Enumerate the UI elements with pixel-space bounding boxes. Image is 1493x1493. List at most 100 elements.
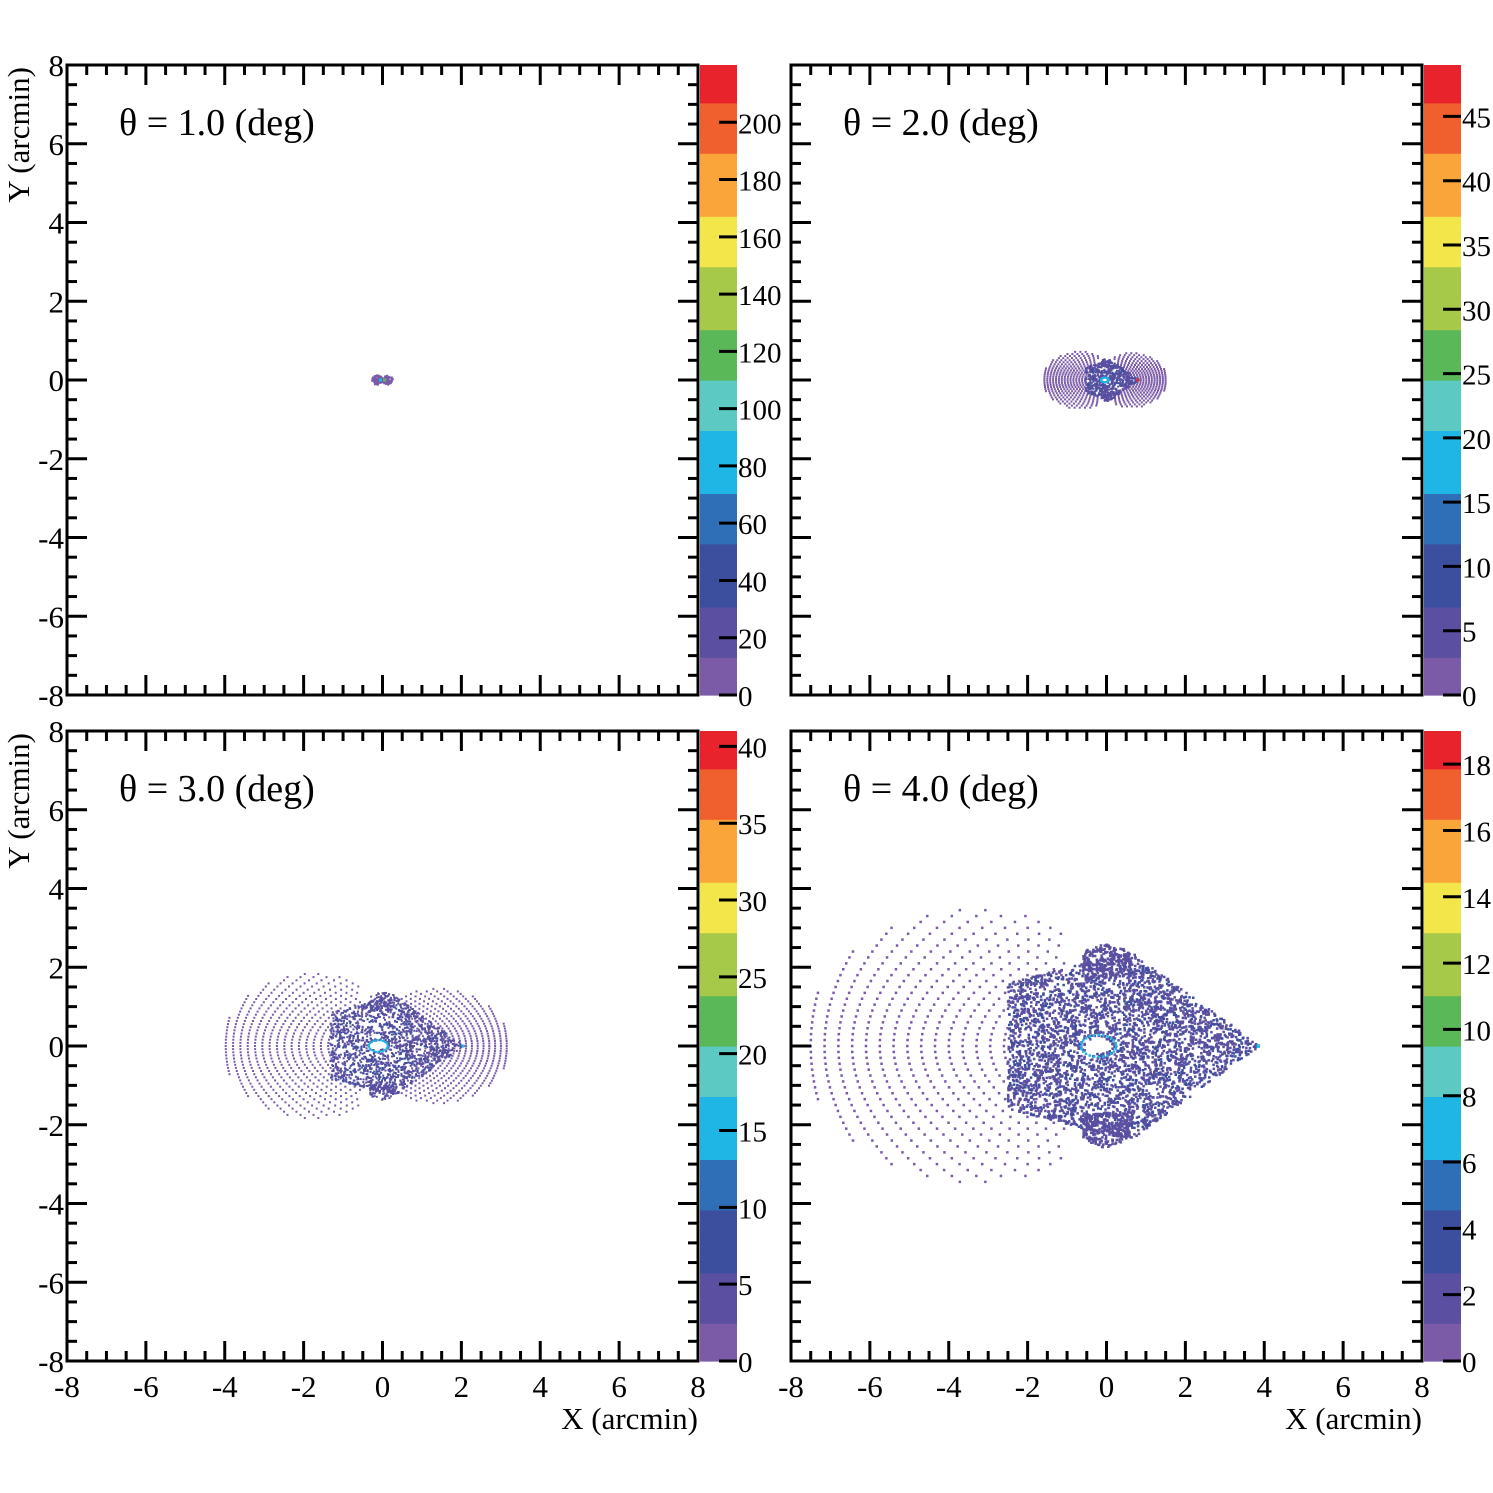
bin [390,1044,393,1047]
bin [241,1029,244,1032]
bin [1107,398,1110,401]
bin [1098,383,1101,386]
bin [1108,361,1111,364]
bin [377,1007,379,1010]
bin [319,1026,322,1029]
bin [248,1032,250,1035]
bin [380,1001,383,1004]
bin [343,1060,346,1063]
bin [1087,375,1090,378]
bin [1152,366,1155,368]
bin [417,1022,420,1025]
bin [386,1045,389,1047]
bin [402,1007,405,1010]
bin [1072,375,1075,378]
bin [1138,358,1141,361]
bin [376,1088,379,1091]
bin [378,1039,381,1041]
bin [443,1059,446,1062]
bin [1072,381,1075,384]
bin [369,1070,372,1073]
bin [359,1071,362,1074]
bin [291,982,294,985]
bin [281,1098,284,1101]
bin [483,1067,486,1070]
bin [312,976,315,979]
bin [464,1092,467,1095]
bin [1079,384,1082,386]
bin [1147,399,1149,402]
bin [419,1024,422,1027]
bin [354,1012,357,1015]
bin [1110,396,1113,399]
bin [421,1075,424,1078]
bin [1134,358,1137,361]
bin [363,1003,366,1006]
bin [349,1034,352,1036]
bin [421,1063,424,1065]
bin [234,1063,237,1066]
bin [1128,395,1131,398]
bin [415,990,418,993]
bin [1052,381,1055,384]
bin [429,1015,431,1018]
bin [1078,406,1081,409]
bin [422,1005,425,1008]
bin [1131,356,1134,359]
bin [409,1062,412,1064]
bin [426,1046,429,1049]
bin [449,1089,452,1092]
bin [450,1041,453,1044]
bin [429,1039,432,1042]
bin [1087,384,1090,387]
bin [430,1066,433,1069]
bin [1103,393,1106,396]
bin [368,1026,371,1029]
bin [349,1088,352,1091]
bin [272,1063,275,1066]
bin [332,1020,335,1022]
bin [392,994,395,997]
bin [420,1073,423,1076]
bin [400,1013,403,1016]
bin [399,1052,402,1055]
axis-ticks [789,63,1424,697]
bin [400,1023,403,1026]
bin [306,1054,309,1057]
bin [436,1040,439,1042]
bin [475,1010,478,1013]
bin [1066,369,1069,372]
bin [419,1019,422,1022]
bin [1063,365,1065,368]
bin [225,1060,228,1063]
bin [481,1069,484,1072]
bin [1069,379,1072,382]
bin [334,1104,337,1107]
bin [469,1002,472,1005]
bin [1048,392,1051,395]
bin [363,1055,366,1058]
bin [1078,377,1081,380]
bin [352,1047,355,1050]
bin [1112,387,1115,390]
bin [435,1002,438,1005]
bin [255,1057,258,1060]
bin [400,1081,403,1084]
bin [381,1057,384,1060]
bin [356,1083,359,1086]
bin [486,1059,488,1062]
bin [1136,369,1139,372]
colorbar-tick-label: 15 [1462,488,1491,520]
bin [1098,365,1101,368]
bin [1148,393,1151,396]
bin [391,1064,394,1067]
bin [429,1021,432,1024]
bin [1104,386,1107,389]
bin [1119,372,1122,375]
bin [1058,375,1061,378]
bin [426,1066,429,1069]
bin [1118,356,1121,359]
bin [408,1016,410,1019]
bin [1043,377,1046,380]
